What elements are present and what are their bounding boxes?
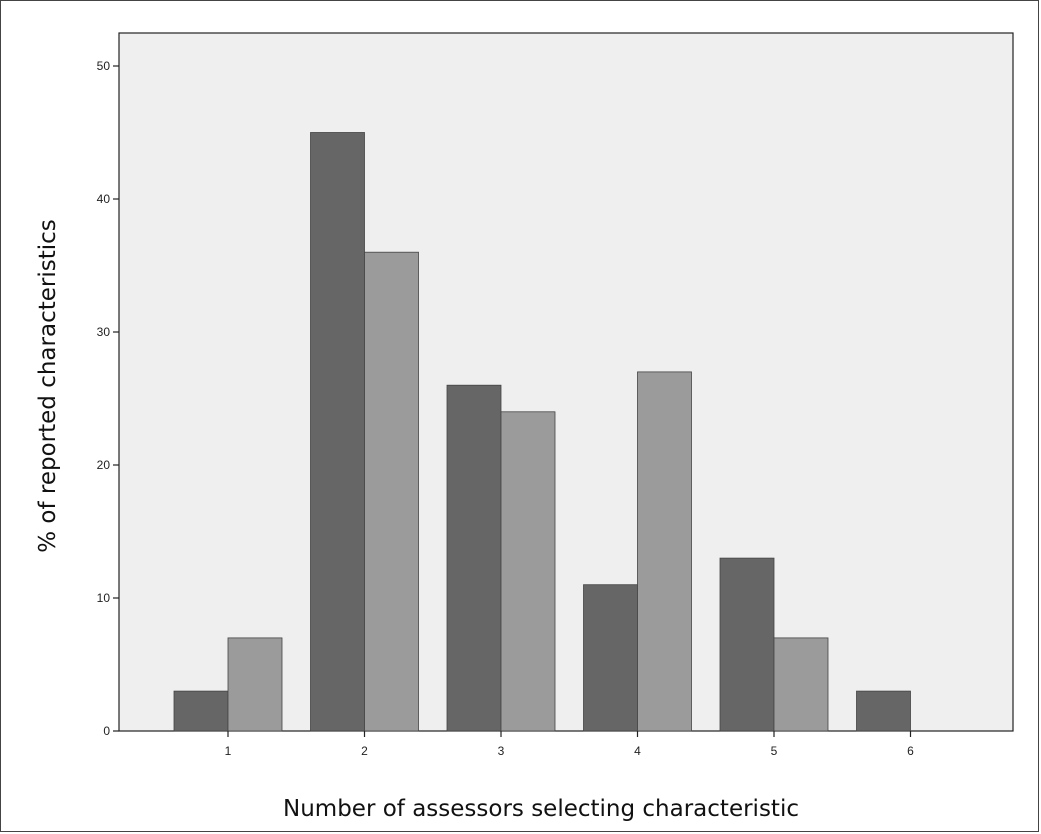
y-tick-label: 50 (97, 59, 111, 73)
bar-series-2-cat-4 (637, 371, 692, 732)
bar-series-1-cat-2 (310, 132, 365, 732)
bar-series-1-cat-6 (856, 690, 911, 732)
y-axis-title: % of reported characteristics (35, 219, 61, 553)
bars-layer (173, 132, 911, 732)
bar-series-2-cat-2 (364, 251, 419, 732)
bar-series-1-cat-3 (446, 384, 502, 732)
y-tick-label: 10 (97, 591, 111, 605)
y-tick-label: 40 (97, 192, 111, 206)
y-tick-label: 30 (97, 325, 111, 339)
x-tick-label: 1 (225, 744, 232, 758)
y-axis: 0 10 20 30 40 50 (97, 59, 119, 738)
bar-series-1-cat-4 (583, 584, 638, 732)
x-axis: 1 2 3 4 5 6 (225, 731, 914, 758)
bar-series-1-cat-5 (719, 557, 775, 732)
bar-series-2-cat-3 (500, 411, 556, 732)
x-tick-label: 5 (771, 744, 778, 758)
y-tick-label: 20 (97, 458, 111, 472)
x-tick-label: 4 (634, 744, 641, 758)
bar-series-1-cat-1 (173, 690, 229, 732)
bar-series-2-cat-1 (227, 637, 283, 732)
x-axis-title: Number of assessors selecting characteri… (283, 796, 799, 822)
plot-area (118, 32, 1014, 732)
bar-series-2-cat-5 (773, 637, 829, 732)
y-tick-label: 0 (103, 724, 110, 738)
x-tick-label: 2 (361, 744, 368, 758)
x-tick-label: 6 (907, 744, 914, 758)
x-tick-label: 3 (498, 744, 505, 758)
